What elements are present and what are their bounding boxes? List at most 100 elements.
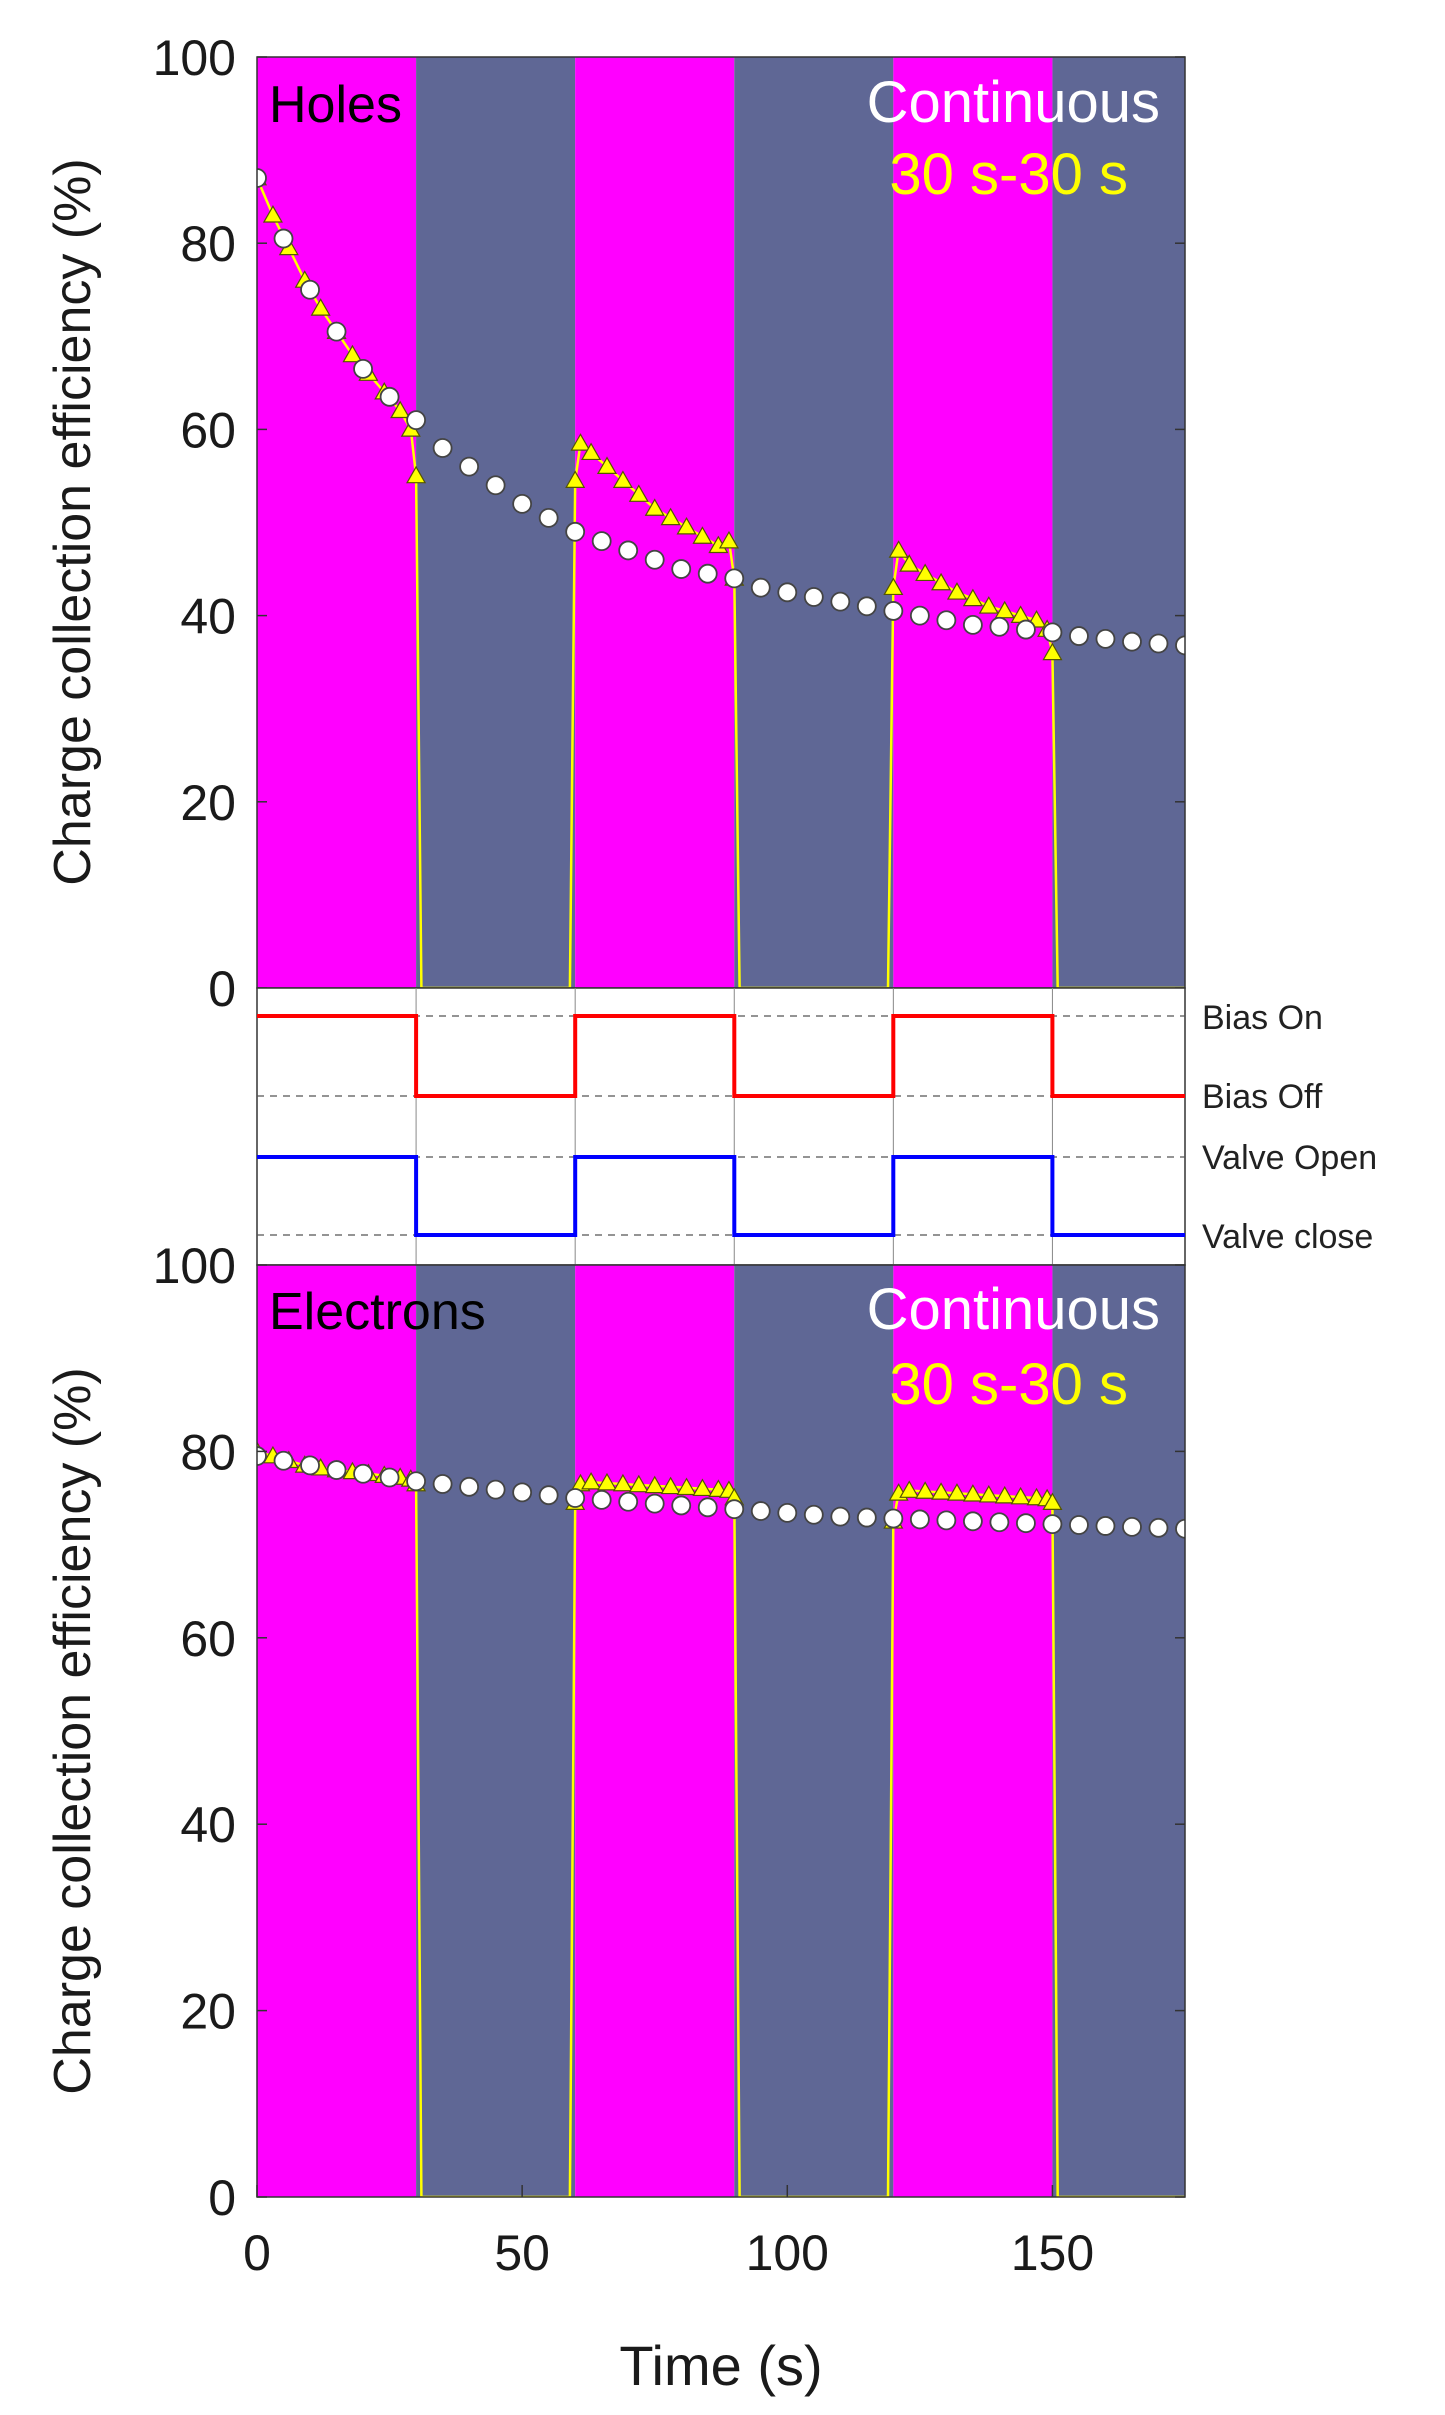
electrons-band-4-bias-on (893, 1265, 1053, 2197)
electrons-pulsed-point (581, 1471, 602, 1490)
electrons-pulsed-point (946, 1483, 968, 1501)
timing-panel: Bias On Bias Off Valve Open Valve close (256, 987, 1377, 1266)
electrons-continuous-point (406, 1471, 426, 1492)
holes-continuous-point (485, 475, 506, 496)
electrons-continuous-point (644, 1493, 665, 1514)
electrons-continuous-point (538, 1485, 559, 1506)
holes-continuous-point (406, 410, 426, 430)
electrons-pulsed-point (692, 1478, 713, 1497)
electrons-y-tick-label: 60 (180, 1611, 236, 1667)
electrons-continuous-point (1016, 1513, 1036, 1534)
holes-pulsed-point (888, 540, 909, 558)
timing-traces (257, 1014, 1185, 1237)
holes-continuous-point (300, 279, 320, 300)
x-axis: 0 50 100 150 (243, 2185, 1094, 2281)
holes-pulsed-point (962, 588, 983, 607)
electrons-continuous-point (803, 1504, 824, 1525)
x-tick-label: 150 (1011, 2225, 1094, 2281)
holes-continuous-point (432, 438, 453, 458)
holes-band-5-bias-off (1052, 57, 1185, 988)
holes-pulsed-point (915, 563, 936, 582)
holes-pulsed-point (994, 600, 1015, 619)
holes-continuous-point (273, 228, 294, 249)
electrons-band-5-bias-off (1052, 1265, 1185, 2197)
holes-continuous-point (1069, 626, 1089, 646)
holes-continuous-point (856, 596, 877, 617)
electrons-continuous-point (1122, 1516, 1142, 1537)
electrons-continuous-point (936, 1510, 957, 1531)
electrons-pulsed-point (1042, 1492, 1063, 1511)
holes-pulsed-point (1042, 642, 1063, 661)
holes-continuous-point (591, 531, 612, 552)
holes-continuous-point (962, 615, 983, 635)
electrons-continuous-point (1042, 1514, 1063, 1534)
electrons-continuous-point (379, 1467, 400, 1488)
holes-continuous-point (538, 507, 559, 528)
electrons-continuous-point (565, 1488, 586, 1508)
holes-pulsed-point (946, 582, 968, 600)
electrons-continuous-point (989, 1512, 1010, 1533)
electrons-pulsed-point (660, 1476, 681, 1495)
electrons-pulsed-point (628, 1474, 649, 1493)
holes-pulsed-point (612, 470, 633, 488)
holes-continuous-point (1042, 622, 1063, 643)
holes-continuous-point (1148, 633, 1169, 654)
holes-pulsed-point (644, 498, 665, 516)
holes-continuous-point (1175, 635, 1185, 656)
holes-continuous-point (936, 610, 957, 631)
electrons-panel: 0 20 40 60 80 100 Electrons Continuous 30 s-3… (44, 1238, 1186, 2226)
electrons-continuous-point (1069, 1515, 1089, 1535)
electrons-y-tick-label: 100 (153, 1238, 236, 1294)
electrons-pulsed-point (931, 1482, 952, 1500)
holes-continuous-point (909, 605, 930, 626)
holes-continuous-point (883, 601, 904, 621)
electrons-continuous-point (1175, 1518, 1185, 1539)
holes-continuous-point (618, 540, 639, 561)
electrons-continuous-point (459, 1476, 480, 1497)
electrons-continuous-point (485, 1479, 506, 1500)
electrons-pulsed-point (676, 1477, 697, 1496)
holes-pulsed-point (581, 442, 602, 461)
holes-y-tick-label: 60 (180, 402, 236, 458)
holes-continuous-point (724, 568, 745, 589)
electrons-continuous-point (856, 1507, 877, 1528)
holes-continuous-point (671, 559, 692, 579)
electrons-band-1-bias-off (416, 1265, 576, 2197)
holes-band-3-bias-off (734, 57, 894, 988)
electrons-y-axis: 0 20 40 60 80 100 (153, 1238, 1185, 2226)
x-tick-label: 50 (494, 2225, 550, 2281)
electrons-pulsed-point (644, 1475, 665, 1494)
holes-pulsed-point (596, 456, 618, 474)
electrons-pulsed-point (1010, 1486, 1031, 1505)
electrons-pulsed-point (899, 1480, 920, 1498)
electrons-continuous-series (257, 1446, 1185, 1539)
electrons-band-3-bias-off (734, 1265, 894, 2197)
holes-pulsed-point (883, 577, 904, 596)
electrons-continuous-point (512, 1482, 533, 1503)
electrons-continuous-point (671, 1495, 692, 1516)
holes-pulsed-point (262, 205, 283, 223)
holes-continuous-point (326, 321, 347, 342)
holes-band-4-bias-on (893, 57, 1053, 988)
holes-continuous-point (697, 563, 718, 584)
holes-continuous-point (512, 493, 533, 514)
valve-trace (257, 1155, 1185, 1237)
electrons-band-0-bias-on (257, 1265, 417, 2197)
electrons-continuous-point (1095, 1516, 1116, 1536)
holes-pulsed-point (899, 554, 920, 572)
electrons-legend-continuous: Continuous (867, 1277, 1160, 1342)
electrons-continuous-point (591, 1489, 612, 1510)
holes-y-tick-label: 20 (180, 775, 236, 831)
electrons-y-tick-label: 80 (180, 1424, 236, 1480)
x-tick-label: 100 (746, 2225, 829, 2281)
holes-band-0-bias-on (257, 57, 417, 988)
holes-pulsed-point (978, 596, 999, 614)
holes-continuous-point (459, 456, 480, 477)
electrons-continuous-point (300, 1455, 320, 1476)
holes-pulsed-point (692, 526, 713, 544)
holes-pulsed-point (570, 433, 591, 451)
electrons-band-2-bias-on (575, 1265, 735, 2197)
holes-continuous-point (1016, 619, 1036, 640)
holes-continuous-point (1122, 631, 1142, 652)
electrons-panel-label: Electrons (269, 1283, 486, 1341)
